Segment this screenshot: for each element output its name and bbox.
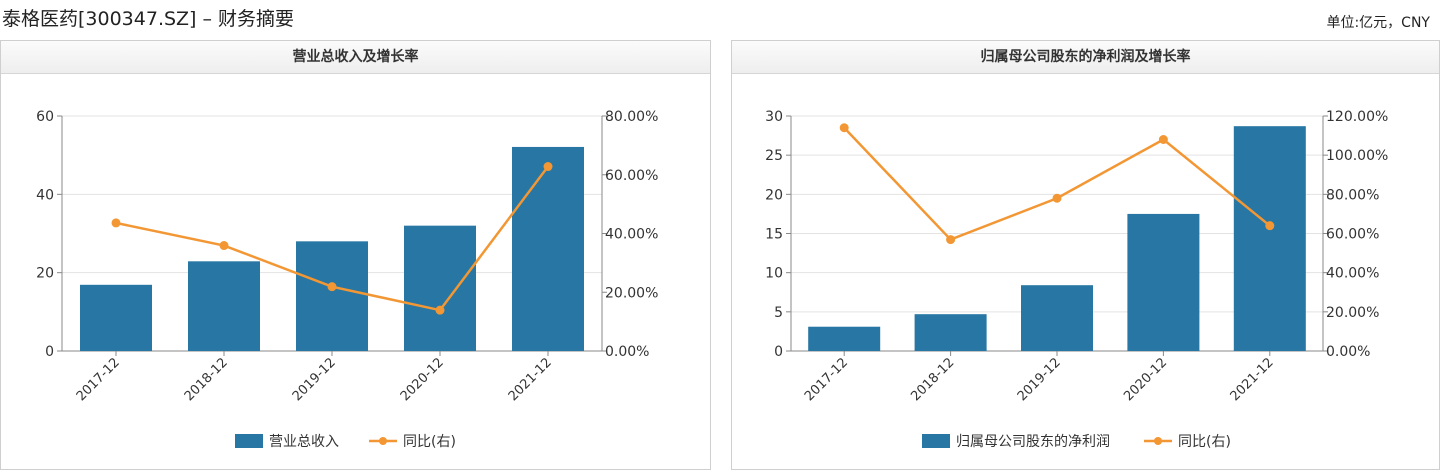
legend-bar-label: 营业总收入: [269, 434, 339, 450]
unit-label: 单位:亿元，CNY: [1326, 15, 1430, 31]
bar: [1233, 126, 1306, 351]
bar: [188, 261, 260, 351]
net-profit-chart-panel: 归属母公司股东的净利润及增长率 0 5 10 15 20 25 30 0.00% 20.00% 4…: [731, 40, 1440, 470]
bar: [80, 284, 152, 351]
right-axis-tick-label: 0.00%: [1326, 344, 1370, 360]
x-axis-tick-label: 2020-12: [398, 355, 447, 404]
growth-point: [839, 123, 849, 133]
bar: [512, 146, 584, 351]
legend-line-label: 同比(右): [403, 434, 456, 450]
right-axis-tick-label: 0.00%: [605, 344, 649, 360]
net-profit-chart: 0 5 10 15 20 25 30 0.00% 20.00% 40.00% 60.00% 80.00…: [765, 109, 1388, 450]
growth-line: [843, 126, 1271, 242]
left-axis-tick-label: 5: [774, 305, 783, 321]
bar: [914, 314, 987, 351]
left-axis-tick-label: 15: [765, 227, 783, 243]
growth-point: [219, 241, 229, 251]
revenue-chart-panel: 营业总收入及增长率 0 20 40 60 0.00% 20.00% 40.00% 60.00%…: [0, 40, 711, 470]
page-title: 泰格医药[300347.SZ] – 财务摘要: [2, 8, 295, 30]
right-axis-tick-label: 80.00%: [605, 109, 658, 125]
bar: [404, 225, 476, 351]
left-axis-tick-label: 60: [36, 109, 54, 125]
growth-point: [1265, 221, 1275, 231]
left-axis-tick-label: 20: [36, 266, 54, 282]
legend-bar-label: 归属母公司股东的净利润: [956, 433, 1110, 450]
growth-point: [1052, 193, 1062, 203]
legend-bar-swatch: [922, 434, 950, 448]
legend-bar-swatch: [235, 434, 263, 448]
left-axis-tick-label: 10: [765, 266, 783, 282]
x-axis-tick-label: 2021-12: [1228, 355, 1277, 404]
growth-point: [435, 305, 445, 315]
revenue-chart-title: 营业总收入及增长率: [1, 41, 710, 74]
right-axis-tick-label: 20.00%: [605, 285, 658, 301]
left-axis-tick-label: 0: [774, 344, 783, 360]
x-axis-tick-label: 2019-12: [290, 355, 339, 404]
left-axis-tick-label: 40: [36, 187, 54, 203]
growth-point: [327, 282, 337, 292]
x-axis-tick-label: 2017-12: [74, 355, 123, 404]
right-axis-tick-label: 80.00%: [1326, 187, 1379, 203]
right-axis-tick-label: 60.00%: [1326, 227, 1379, 243]
bar: [296, 241, 368, 351]
right-axis-tick-label: 40.00%: [1326, 266, 1379, 282]
left-axis-tick-label: 25: [765, 148, 783, 164]
growth-point: [111, 218, 121, 228]
x-axis-tick-label: 2018-12: [182, 355, 231, 404]
bar: [1021, 285, 1093, 351]
right-axis-tick-label: 20.00%: [1326, 305, 1379, 321]
net-profit-chart-title: 归属母公司股东的净利润及增长率: [732, 41, 1439, 74]
bar: [808, 326, 881, 351]
left-axis-tick-label: 0: [45, 344, 54, 360]
growth-point: [946, 235, 956, 245]
revenue-chart: 0 20 40 60 0.00% 20.00% 40.00% 60.00% 80.00% 2017…: [36, 109, 658, 450]
right-axis-tick-label: 100.00%: [1326, 148, 1388, 164]
x-axis-tick-label: 2017-12: [802, 355, 851, 404]
growth-point: [543, 162, 553, 172]
bar: [1127, 213, 1200, 351]
right-axis-tick-label: 40.00%: [605, 227, 658, 243]
left-axis-tick-label: 20: [765, 187, 783, 203]
growth-point: [1158, 135, 1168, 144]
legend-line-label: 同比(右): [1178, 434, 1231, 450]
legend-line-marker: [1154, 437, 1162, 445]
left-axis-tick-label: 30: [765, 109, 783, 125]
x-axis-tick-label: 2018-12: [908, 355, 957, 404]
x-axis-tick-label: 2020-12: [1121, 355, 1170, 404]
x-axis-tick-label: 2019-12: [1015, 355, 1064, 404]
legend-line-marker: [379, 437, 387, 445]
x-axis-tick-label: 2021-12: [506, 355, 555, 404]
right-axis-tick-label: 120.00%: [1326, 109, 1388, 125]
right-axis-tick-label: 60.00%: [605, 168, 658, 184]
